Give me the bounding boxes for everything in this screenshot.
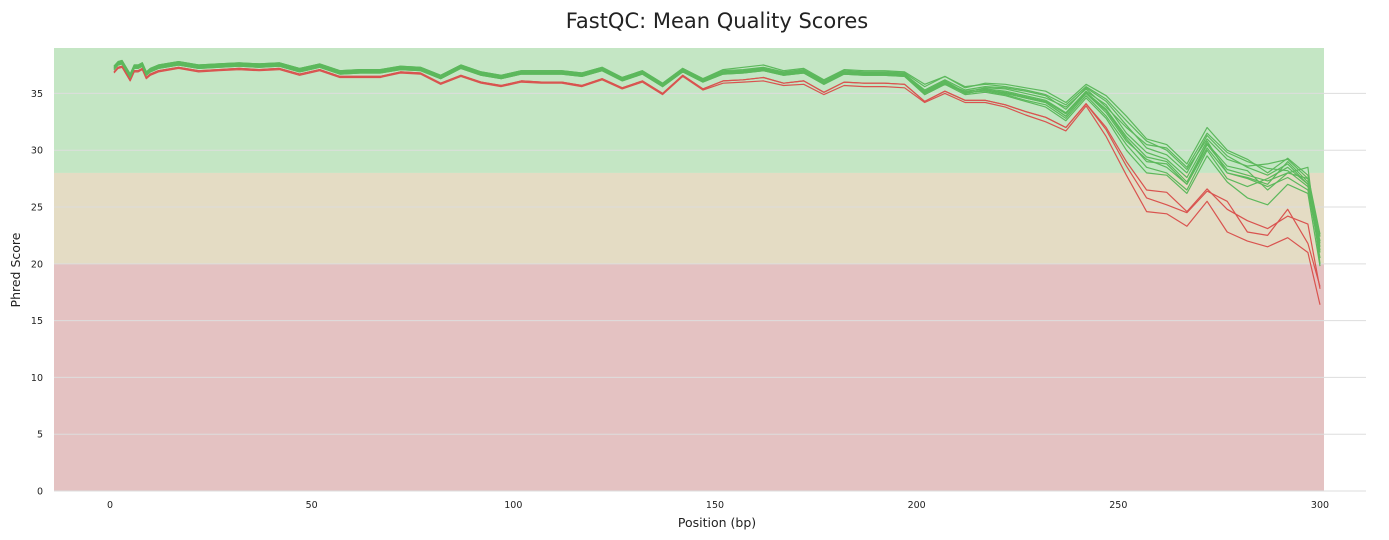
x-tick-label: 150 [706, 500, 724, 511]
series-line-9 [113, 62, 1321, 251]
y-tick-label: 30 [31, 146, 43, 157]
y-tick-label: 20 [31, 259, 43, 270]
y-tick-label: 5 [37, 430, 43, 441]
x-tick-labels: 0 50 100 150 200 250 300 [107, 500, 1329, 511]
y-tick-label: 35 [31, 89, 43, 100]
x-tick-label: 200 [908, 500, 926, 511]
series-line-11 [113, 65, 1321, 287]
x-tick-label: 0 [107, 500, 113, 511]
x-tick-label: 250 [1109, 500, 1127, 511]
x-tick-label: 50 [306, 500, 318, 511]
series-lines [113, 59, 1321, 305]
y-tick-label: 15 [31, 316, 43, 327]
y-tick-labels: 0 5 10 15 20 25 30 35 [31, 89, 43, 498]
quality-band-1 [54, 172, 1324, 264]
x-tick-label: 100 [504, 500, 522, 511]
y-tick-label: 25 [31, 203, 43, 214]
quality-bands [54, 48, 1324, 491]
series-line-8 [113, 63, 1321, 267]
series-line-12 [113, 66, 1321, 305]
series-line-5 [113, 60, 1321, 244]
x-axis-label: Position (bp) [678, 515, 756, 530]
x-tick-label: 300 [1311, 500, 1329, 511]
series-line-7 [113, 59, 1321, 237]
gridlines [54, 92, 1366, 492]
y-axis-label: Phred Score [8, 232, 23, 307]
chart-title: FastQC: Mean Quality Scores [566, 9, 869, 33]
y-tick-label: 0 [37, 487, 43, 498]
y-tick-label: 10 [31, 373, 43, 384]
